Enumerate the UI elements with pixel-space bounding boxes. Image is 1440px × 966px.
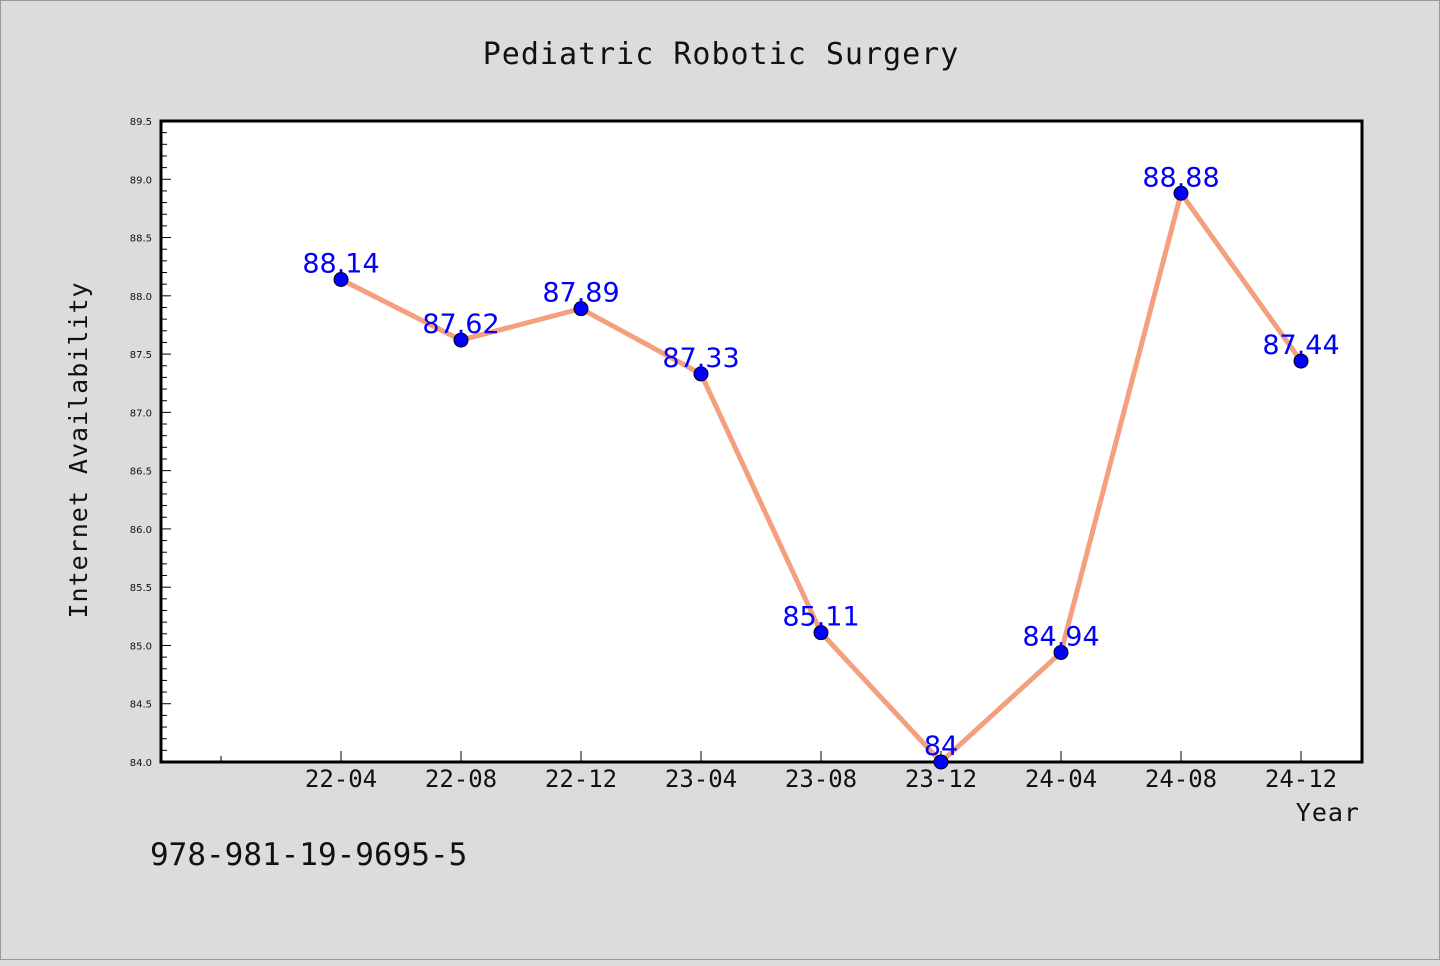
y-tick-label: 87.5	[130, 350, 152, 361]
data-label: 88.88	[1142, 162, 1219, 193]
data-point-marker	[693, 366, 709, 382]
x-tick-label: 24-12	[1265, 765, 1337, 793]
y-tick-label: 85.5	[130, 583, 152, 594]
data-label: 88.14	[302, 249, 379, 280]
x-tick-label: 23-12	[905, 765, 977, 793]
x-tick-label: 24-04	[1025, 765, 1097, 793]
x-axis: 22-04 22-08 22-12 23-04 23-08 23-12 24-04 24-08…	[220, 751, 1337, 793]
y-tick-label: 88.5	[130, 234, 152, 245]
data-point-marker	[933, 754, 949, 770]
x-tick-label: 22-12	[545, 765, 617, 793]
x-tick-label: 23-04	[665, 765, 737, 793]
data-label: 84	[924, 731, 958, 762]
data-point-marker	[1173, 185, 1189, 201]
plot-area	[159, 119, 1364, 764]
data-label: 85.11	[782, 602, 859, 633]
data-label: 87.62	[422, 309, 499, 340]
data-label: 87.44	[1262, 330, 1339, 361]
x-axis-title: Year	[1296, 798, 1360, 827]
y-tick-label: 85.0	[130, 641, 152, 652]
x-tick-label: 23-08	[785, 765, 857, 793]
data-point-marker	[333, 272, 349, 288]
y-tick-label: 89.0	[130, 175, 152, 186]
data-point-marker	[1053, 644, 1069, 660]
data-point-marker	[1293, 353, 1309, 369]
y-axis-title: Internet Availability	[64, 281, 93, 618]
y-tick-label: 88.0	[130, 292, 152, 303]
y-axis: 84.0 84.5 85.0 85.5 86.0 86.5 87.0 87.5 88.0 88.5…	[130, 117, 171, 769]
footer-identifier: 978-981-19-9695-5	[150, 837, 467, 873]
y-tick-label: 84.5	[130, 700, 152, 711]
y-tick-label: 86.5	[130, 467, 152, 478]
data-point-marker	[813, 625, 829, 641]
data-label: 84.94	[1022, 621, 1099, 652]
data-series: 88.14 87.62 87.89 87.33 85.11 84 84.94 88.88 87.…	[302, 162, 1340, 770]
chart-title: Pediatric Robotic Surgery	[483, 37, 960, 72]
data-label: 87.33	[662, 343, 739, 374]
data-label: 87.89	[542, 278, 619, 309]
x-tick-label: 22-04	[305, 765, 377, 793]
x-tick-label: 22-08	[425, 765, 497, 793]
y-tick-label: 86.0	[130, 525, 152, 536]
x-tick-label: 24-08	[1145, 765, 1217, 793]
y-tick-label: 87.0	[130, 408, 152, 419]
y-tick-label: 84.0	[130, 758, 152, 769]
data-point-marker	[453, 332, 469, 348]
y-tick-label: 89.5	[130, 117, 152, 128]
data-point-marker	[573, 301, 589, 317]
